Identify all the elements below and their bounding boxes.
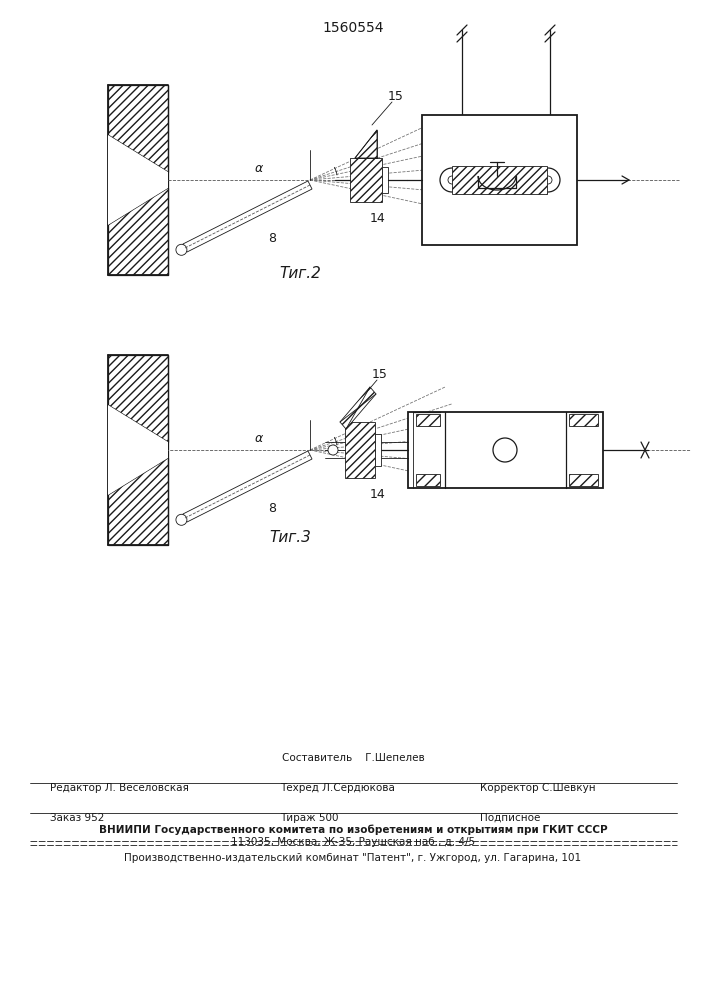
Text: 15: 15: [372, 368, 388, 381]
Text: Заказ 952: Заказ 952: [50, 813, 105, 823]
Text: α: α: [255, 432, 263, 445]
Text: Производственно-издательский комбинат "Патент", г. Ужгород, ул. Гагарина, 101: Производственно-издательский комбинат "П…: [124, 853, 582, 863]
Bar: [375, 434, 381, 466]
Bar: [569, 474, 598, 486]
Text: 8: 8: [268, 232, 276, 245]
Text: Τиг.3: Τиг.3: [269, 530, 311, 546]
Polygon shape: [108, 405, 168, 495]
Text: Редактор Л. Веселовская: Редактор Л. Веселовская: [50, 783, 189, 793]
Bar: [108, 85, 168, 275]
Bar: [416, 474, 440, 486]
Text: Составитель    Г.Шепелев: Составитель Г.Шепелев: [281, 753, 424, 763]
Circle shape: [536, 168, 560, 192]
Text: 14: 14: [370, 488, 386, 501]
Bar: [345, 422, 375, 478]
Circle shape: [440, 168, 464, 192]
Circle shape: [176, 244, 187, 255]
Text: Техред Л.Сердюкова: Техред Л.Сердюкова: [280, 783, 395, 793]
Text: 15: 15: [388, 90, 404, 103]
Text: 113035, Москва, Ж-35, Раушская наб., д. 4/5: 113035, Москва, Ж-35, Раушская наб., д. …: [231, 837, 475, 847]
Text: Корректор С.Шевкун: Корректор С.Шевкун: [480, 783, 595, 793]
Circle shape: [544, 176, 552, 184]
Circle shape: [448, 176, 456, 184]
Circle shape: [328, 445, 338, 455]
Text: Подписное: Подписное: [480, 813, 540, 823]
Bar: [408, 412, 603, 488]
Polygon shape: [183, 181, 312, 252]
Text: Τиг.2: Τиг.2: [279, 266, 321, 282]
Bar: [452, 166, 547, 194]
Polygon shape: [108, 135, 168, 225]
Circle shape: [176, 514, 187, 525]
Text: 8: 8: [268, 502, 276, 515]
Text: 1560554: 1560554: [322, 21, 384, 35]
Polygon shape: [355, 130, 377, 158]
Bar: [108, 355, 168, 545]
Bar: [350, 158, 382, 202]
Polygon shape: [183, 451, 312, 522]
Polygon shape: [340, 387, 376, 429]
Circle shape: [493, 438, 517, 462]
Text: 14: 14: [370, 212, 386, 225]
Text: Тираж 500: Тираж 500: [280, 813, 339, 823]
Text: α: α: [255, 162, 263, 175]
Bar: [422, 115, 577, 245]
Text: ВНИИПИ Государственного комитета по изобретениям и открытиям при ГКИТ СССР: ВНИИПИ Государственного комитета по изоб…: [99, 824, 607, 835]
Bar: [416, 414, 440, 426]
Bar: [382, 167, 388, 193]
Bar: [569, 414, 598, 426]
